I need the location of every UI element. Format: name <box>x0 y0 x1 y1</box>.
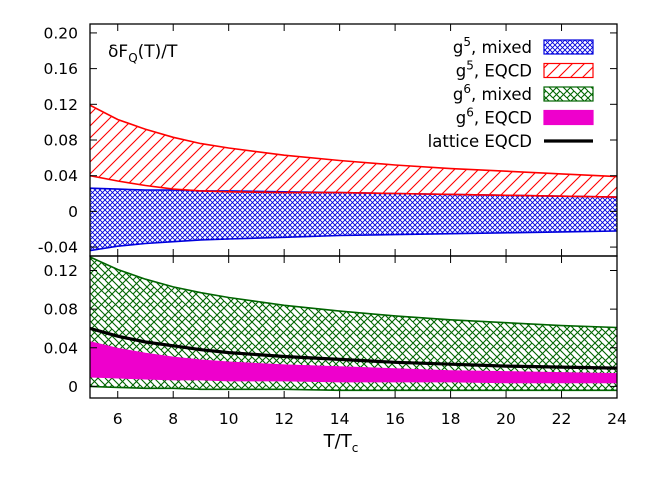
y-tick-label-top-5: 0 <box>68 203 78 221</box>
y-tick-label-bottom-1: 0.08 <box>43 301 78 319</box>
x-axis-title: T/Tc <box>323 431 359 455</box>
x-tick-label-8: 22 <box>552 410 572 428</box>
y-tick-label-bottom-0: 0.12 <box>43 262 78 280</box>
series-line-bottom-2 <box>90 326 617 370</box>
legend-swatch-2 <box>543 86 594 102</box>
band-edge-lower-top-1 <box>90 174 617 198</box>
y-tick-label-top-0: 0.20 <box>43 24 78 42</box>
panel-bottom-plot <box>90 256 617 392</box>
band-edge-upper-bottom-0 <box>90 256 617 329</box>
x-tick-label-3: 12 <box>274 410 294 428</box>
panel-label: δFQ(T)/T <box>108 42 178 65</box>
band-top-0 <box>90 188 617 251</box>
x-tick-label-1: 8 <box>168 410 178 428</box>
x-tick-label-4: 14 <box>330 410 350 428</box>
x-axis-title-base: T/T <box>323 431 353 452</box>
legend-label-1: g5, EQCD <box>456 59 532 81</box>
band-edge-lower-bottom-0 <box>90 385 617 392</box>
legend-label-2: g6, mixed <box>453 82 532 104</box>
y-tick-label-top-3: 0.08 <box>43 132 78 150</box>
legend-swatch-1 <box>543 62 594 79</box>
x-tick-label-5: 16 <box>385 410 405 428</box>
x-tick-label-7: 20 <box>496 410 516 428</box>
panel-label-base: δF <box>108 42 128 62</box>
band-bottom-0 <box>90 257 617 391</box>
x-axis-title-sub: c <box>352 441 359 455</box>
y-tick-label-bottom-3: 0 <box>68 378 78 396</box>
panel-label-sub: Q <box>128 51 137 65</box>
legend-label-0: g5, mixed <box>453 35 532 57</box>
y-tick-label-top-2: 0.12 <box>43 96 78 114</box>
band-top-1 <box>90 105 617 198</box>
x-tick-label-6: 18 <box>441 410 461 428</box>
panel-label-rest: (T)/T <box>138 42 178 62</box>
band-edge-upper-top-1 <box>90 104 617 178</box>
band-bottom-1 <box>90 342 617 383</box>
band-edge-lower-bottom-1 <box>90 375 617 384</box>
x-tick-label-0: 6 <box>113 410 123 428</box>
y-tick-label-top-6: -0.04 <box>38 239 78 257</box>
legend-label-4: lattice EQCD <box>428 132 532 151</box>
legend-swatch-0 <box>543 39 594 55</box>
legend-swatch-3 <box>543 109 594 126</box>
y-tick-label-top-4: 0.04 <box>43 167 78 185</box>
x-tick-label-2: 10 <box>219 410 239 428</box>
y-tick-label-top-1: 0.16 <box>43 60 78 78</box>
band-edge-lower-top-0 <box>90 230 617 252</box>
panel-top-plot <box>90 104 617 252</box>
legend-label-3: g6, EQCD <box>456 106 532 128</box>
band-edge-upper-bottom-1 <box>90 341 617 375</box>
x-tick-label-9: 24 <box>607 410 627 428</box>
y-tick-label-bottom-2: 0.04 <box>43 339 78 357</box>
panel-bottom-frame <box>89 255 618 399</box>
